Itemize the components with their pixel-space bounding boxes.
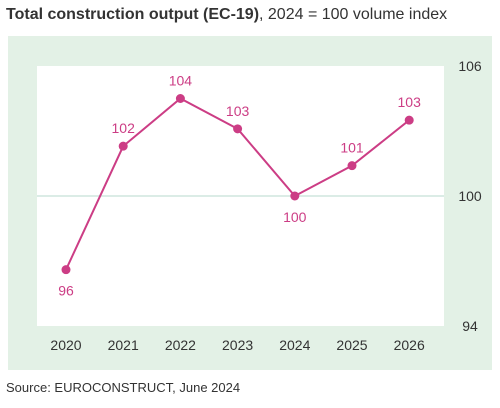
chart-title: Total construction output (EC-19), 2024 … (6, 6, 447, 24)
x-tick-label: 2025 (336, 337, 367, 353)
data-label: 101 (340, 140, 364, 156)
chart-title-bold: Total construction output (EC-19) (6, 6, 260, 23)
data-point (404, 115, 414, 125)
data-point (61, 265, 71, 275)
source-note: Source: EUROCONSTRUCT, June 2024 (6, 380, 241, 395)
data-point (290, 191, 300, 201)
data-label: 96 (58, 283, 74, 299)
x-tick-label: 2020 (50, 337, 81, 353)
x-tick-label: 2021 (108, 337, 139, 353)
data-label: 103 (398, 94, 422, 110)
data-label: 100 (283, 209, 307, 225)
y-tick-label: 94 (462, 318, 478, 334)
x-tick-label: 2026 (394, 337, 425, 353)
y-tick-label: 100 (458, 188, 482, 204)
x-tick-label: 2022 (165, 337, 196, 353)
data-label: 104 (169, 73, 193, 89)
data-label: 102 (112, 120, 136, 136)
data-point (118, 141, 128, 151)
chart-title-subtitle: , 2024 = 100 volume index (259, 6, 448, 23)
data-point (347, 161, 357, 171)
data-point (175, 94, 185, 103)
x-tick-label: 2024 (279, 337, 310, 353)
data-label: 103 (226, 103, 250, 119)
y-tick-label: 106 (458, 58, 482, 74)
x-tick-label: 2023 (222, 337, 253, 353)
data-point (233, 124, 243, 134)
